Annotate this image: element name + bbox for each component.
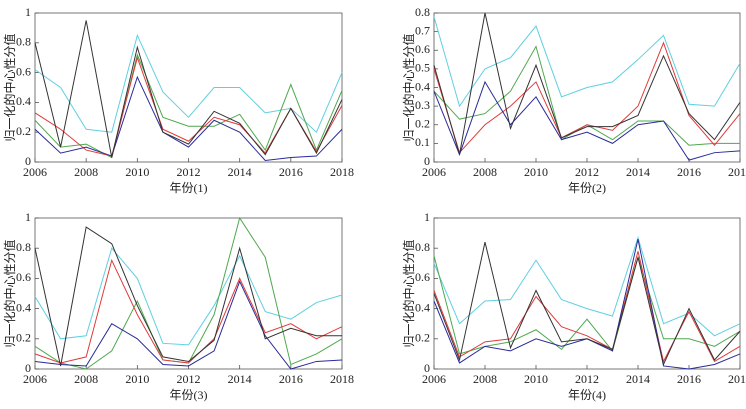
y-tick-label: 0.8 — [415, 240, 430, 254]
y-tick-label: 0.8 — [16, 35, 31, 49]
y-tick-label: 0.6 — [16, 64, 31, 78]
y-tick-label: 0.6 — [415, 42, 430, 56]
y-tick-label: 0.2 — [415, 117, 430, 131]
y-tick-label: 0.6 — [415, 270, 430, 284]
series-line — [34, 53, 343, 159]
y-tick-label: 0 — [25, 361, 31, 375]
series-line — [34, 20, 343, 158]
y-tick-label: 0.2 — [16, 124, 31, 138]
y-axis-label: 归一化的中心性分值 — [401, 33, 416, 141]
y-tick-label: 1 — [25, 210, 31, 224]
x-tick-label: 2008 — [473, 165, 497, 179]
x-tick-label: 2012 — [177, 372, 201, 386]
y-tick-label: 0.8 — [415, 5, 430, 19]
y-tick-label: 0 — [424, 361, 430, 375]
series-line — [34, 280, 343, 370]
y-tick-label: 0.2 — [415, 331, 430, 345]
x-tick-label: 2010 — [125, 372, 149, 386]
x-tick-label: 2016 — [677, 372, 701, 386]
series-line — [34, 247, 343, 346]
x-axis-label: 年份(2) — [568, 181, 606, 195]
x-tick-label: 2008 — [473, 372, 497, 386]
x-tick-label: 2016 — [279, 165, 303, 179]
x-tick-label: 2008 — [74, 372, 98, 386]
y-tick-label: 1 — [25, 5, 31, 19]
x-tick-label: 2014 — [228, 372, 252, 386]
x-tick-label: 2014 — [228, 165, 252, 179]
series-line — [34, 75, 343, 162]
x-tick-label: 2018 — [728, 165, 746, 179]
x-tick-label: 2018 — [330, 372, 354, 386]
axes-frame — [34, 12, 343, 163]
series-line — [433, 16, 741, 108]
y-tick-label: 0.8 — [16, 240, 31, 254]
x-tick-label: 2014 — [626, 165, 650, 179]
axes-frame — [34, 217, 343, 370]
y-tick-label: 0.6 — [16, 270, 31, 284]
y-tick-label: 0.2 — [16, 331, 31, 345]
series-line — [433, 12, 741, 155]
x-tick-label: 2006 — [23, 372, 47, 386]
x-tick-label: 2006 — [422, 372, 446, 386]
x-tick-label: 2012 — [177, 165, 201, 179]
series-line — [34, 258, 343, 364]
x-tick-label: 2012 — [575, 165, 599, 179]
y-tick-label: 0 — [25, 154, 31, 168]
y-tick-label: 0.4 — [415, 300, 430, 314]
series-line — [433, 80, 741, 161]
y-axis-label: 归一化的中心性分值 — [401, 239, 416, 347]
x-axis-label: 年份(3) — [170, 388, 208, 402]
x-tick-label: 2012 — [575, 372, 599, 386]
x-tick-label: 2008 — [74, 165, 98, 179]
x-axis-label: 年份(4) — [568, 388, 606, 402]
x-tick-label: 2016 — [279, 372, 303, 386]
y-tick-label: 0.3 — [415, 98, 430, 112]
y-tick-label: 0.4 — [16, 300, 31, 314]
series-line — [34, 216, 343, 370]
y-axis-label: 归一化的中心性分值 — [2, 33, 17, 141]
x-tick-label: 2014 — [626, 372, 650, 386]
y-tick-label: 0.1 — [415, 135, 430, 149]
series-line — [433, 41, 741, 154]
x-tick-label: 2018 — [330, 165, 354, 179]
y-tick-label: 0.7 — [415, 23, 430, 37]
x-tick-label: 2006 — [422, 165, 446, 179]
series-line — [34, 56, 343, 157]
y-tick-label: 0 — [424, 154, 430, 168]
axes-frame — [433, 217, 741, 370]
series-line — [34, 226, 342, 367]
series-line — [433, 242, 741, 367]
y-tick-label: 0.5 — [415, 61, 430, 75]
x-tick-label: 2006 — [23, 165, 47, 179]
series-line — [433, 239, 741, 370]
series-line — [433, 251, 741, 363]
x-tick-label: 2010 — [524, 372, 548, 386]
x-tick-label: 2010 — [125, 165, 149, 179]
series-line — [433, 235, 741, 337]
y-tick-label: 1 — [424, 210, 430, 224]
y-tick-label: 0.4 — [415, 79, 430, 93]
x-axis-label: 年份(1) — [170, 181, 208, 195]
x-tick-label: 2016 — [677, 165, 701, 179]
x-tick-label: 2018 — [728, 372, 746, 386]
y-axis-label: 归一化的中心性分值 — [2, 239, 17, 347]
y-tick-label: 0.4 — [16, 94, 31, 108]
x-tick-label: 2010 — [524, 165, 548, 179]
